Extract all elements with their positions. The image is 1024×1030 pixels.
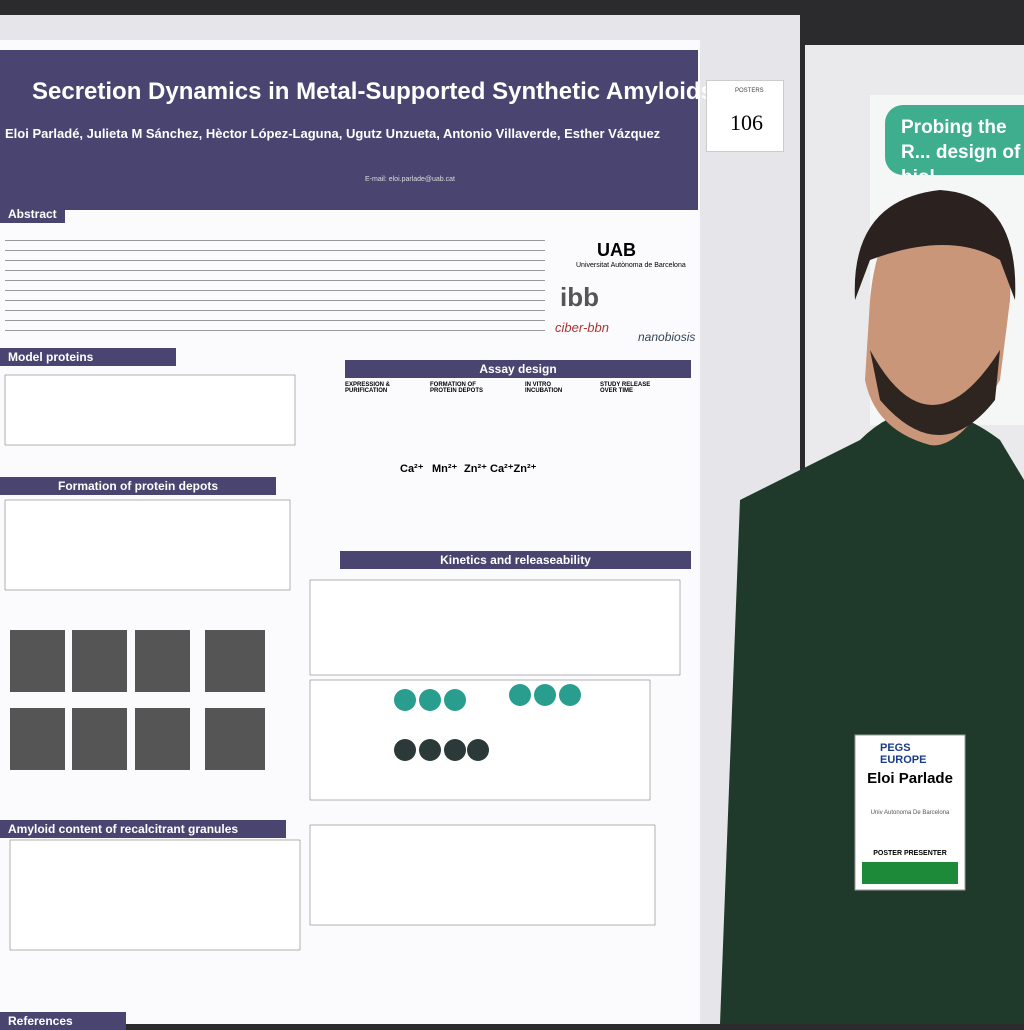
logo-uab: UAB [597,240,636,260]
logo-uab-sub: Universitat Autònoma de Barcelona [576,262,686,269]
section-heading: Formation of protein depots [0,477,276,495]
section-heading: Abstract [0,205,65,223]
ion: Mn²⁺ [432,463,458,475]
section-heading: Model proteins [0,348,176,366]
ion: Ca²⁺ [400,463,424,475]
section-heading: Kinetics and releaseability [340,551,691,569]
abstract-text [5,235,545,340]
assay-step: STUDY RELEASE OVER TIME [600,382,651,394]
email: E-mail: eloi.parlade@uab.cat [365,176,455,183]
number-label: POSTERS [735,88,764,94]
poster-number: 106 [730,110,763,135]
assay-step: IN VITRO INCUBATION [525,382,563,394]
authors: Eloi Parladé, Julieta M Sánchez, Hèctor … [5,126,661,141]
title-bar [0,50,698,210]
logo-ciber: ciber-bbn [555,320,609,335]
badge-name: Eloi Parlade [867,770,953,787]
ion: Ca²⁺Zn²⁺ [490,463,537,475]
section-heading: Assay design [345,360,691,378]
badge-affiliation: Univ Autonoma De Barcelona [870,810,950,816]
number-card [706,80,784,152]
ion: Zn²⁺ [464,463,487,475]
logo-ibb: ibb [560,282,599,312]
badge-role: POSTER PRESENTER [873,850,947,857]
section-heading: Amyloid content of recalcitrant granules [0,820,286,838]
assay-step: EXPRESSION & PURIFICATION [345,382,391,394]
assay-step: FORMATION OF PROTEIN DEPOTS [430,382,484,394]
logo-nanobiosis: nanobiosis [638,330,696,344]
badge-event: PEGS EUROPE [880,742,927,766]
neighbor-title: Probing the R... design of biol... [885,105,1024,175]
poster-title: Secretion Dynamics in Metal-Supported Sy… [32,78,714,105]
